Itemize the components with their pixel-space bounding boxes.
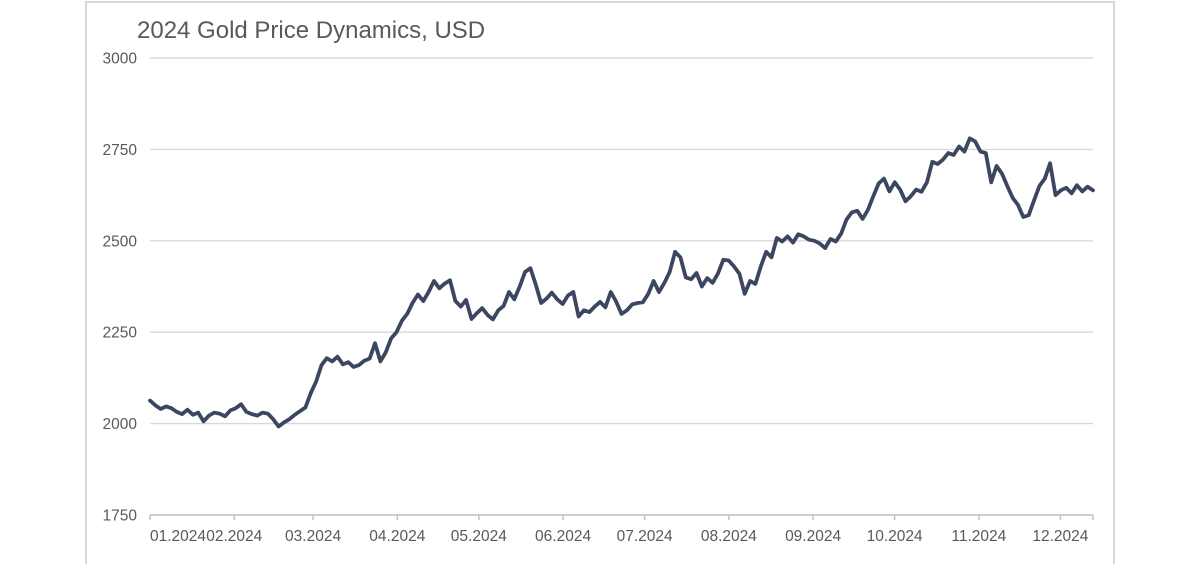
svg-text:2500: 2500: [103, 233, 138, 250]
gold-price-series-line: [148, 136, 1095, 429]
y-axis-tick-labels: 3000 2750 2500 2250 2000 1750: [103, 51, 138, 525]
x-axis-line-and-ticks: [149, 514, 1094, 520]
svg-text:2250: 2250: [103, 325, 138, 342]
svg-text:07.2024: 07.2024: [617, 528, 673, 545]
chart-frame: 2024 Gold Price Dynamics, USD 3000 2750 25…: [85, 1, 1115, 564]
svg-text:05.2024: 05.2024: [451, 528, 507, 545]
svg-text:2750: 2750: [103, 142, 138, 159]
svg-text:01.2024: 01.2024: [150, 528, 206, 545]
svg-text:02.2024: 02.2024: [206, 528, 262, 545]
svg-text:12.2024: 12.2024: [1032, 528, 1088, 545]
svg-text:3000: 3000: [103, 51, 138, 68]
svg-text:08.2024: 08.2024: [701, 528, 757, 545]
svg-text:11.2024: 11.2024: [951, 528, 1006, 545]
svg-text:06.2024: 06.2024: [535, 528, 591, 545]
chart-title: 2024 Gold Price Dynamics, USD: [137, 17, 486, 44]
y-gridlines: [150, 57, 1093, 425]
svg-text:2000: 2000: [103, 416, 138, 433]
svg-text:03.2024: 03.2024: [285, 528, 341, 545]
svg-text:10.2024: 10.2024: [867, 528, 923, 545]
x-axis-tick-labels: 01.2024 02.2024 03.2024 04.2024 05.2024 06.20…: [150, 528, 1089, 545]
svg-text:1750: 1750: [103, 508, 138, 525]
svg-text:04.2024: 04.2024: [369, 528, 425, 545]
svg-text:09.2024: 09.2024: [785, 528, 841, 545]
